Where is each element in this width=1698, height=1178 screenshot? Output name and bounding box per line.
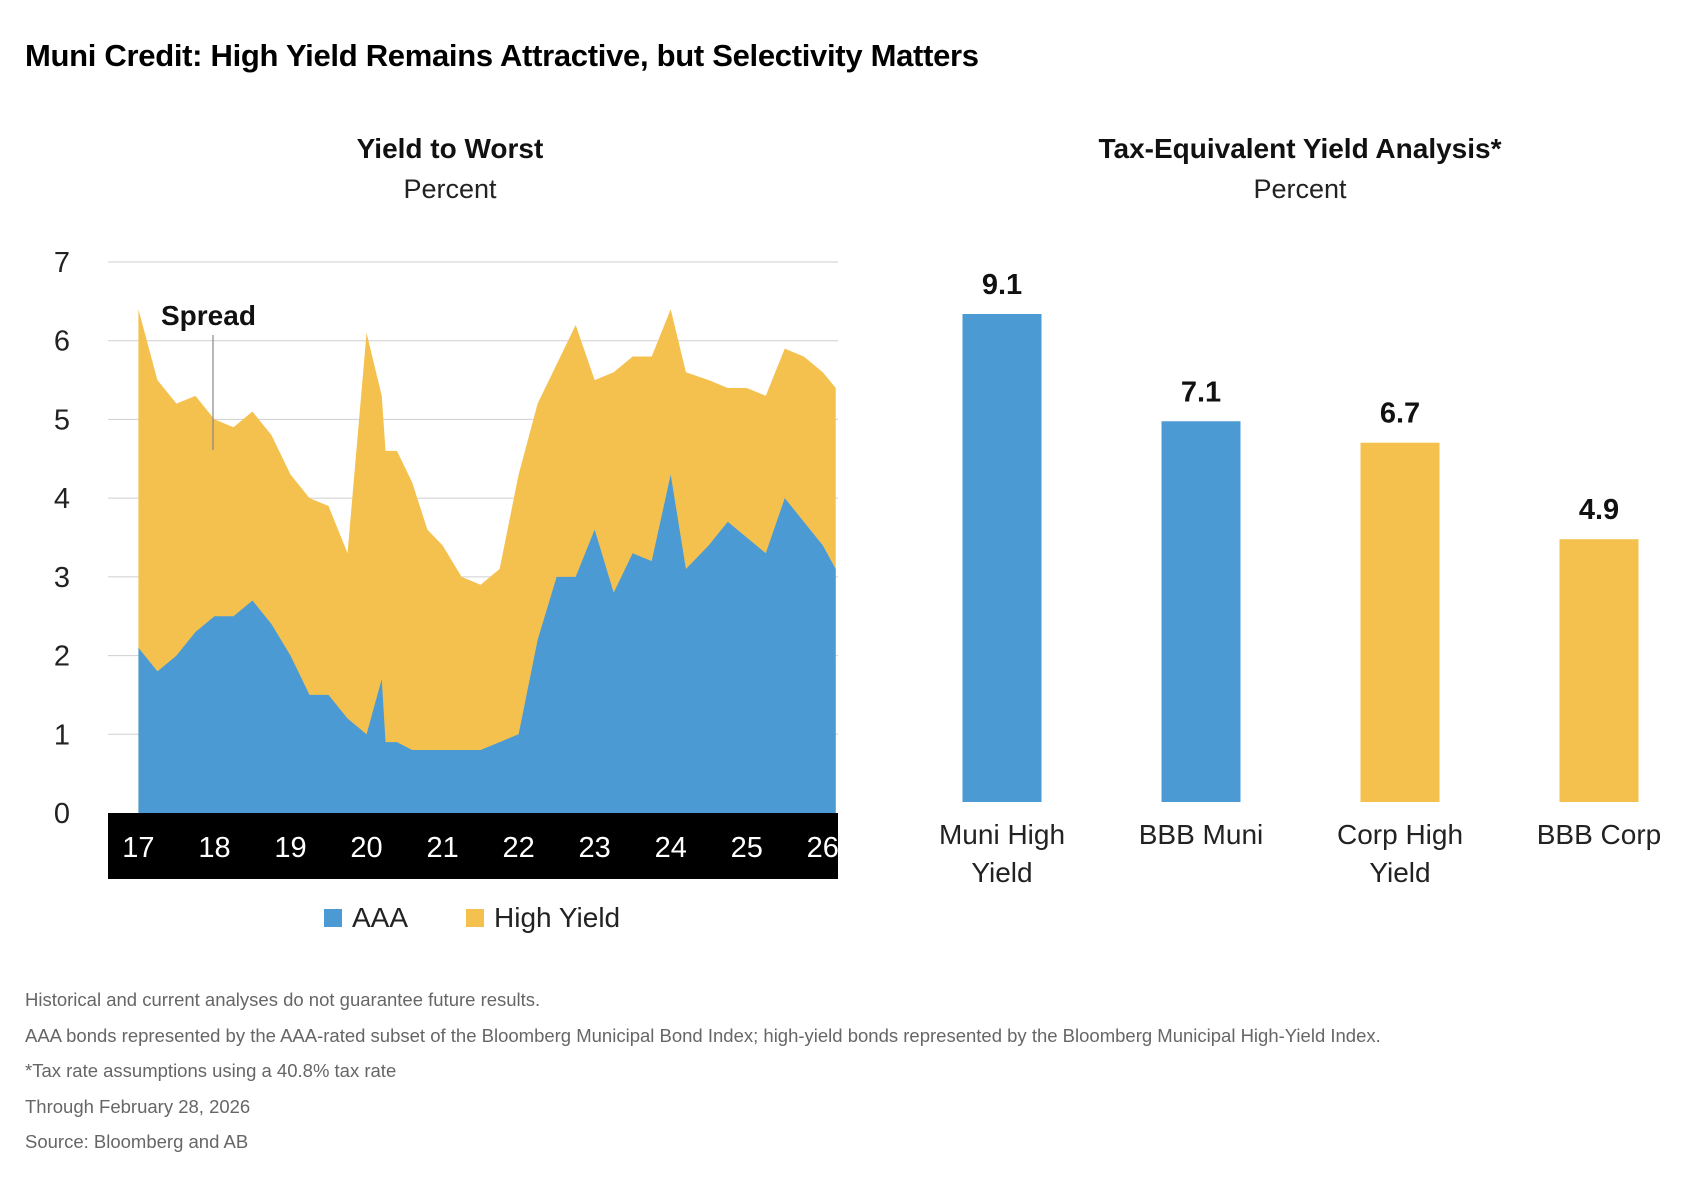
right-chart-title: Tax-Equivalent Yield Analysis* xyxy=(1098,133,1502,164)
x-tick-label: 17 xyxy=(122,832,154,864)
right-chart-subtitle: Percent xyxy=(1253,174,1347,204)
bar-category-label: Muni High xyxy=(939,819,1065,850)
bar-category-label: Yield xyxy=(971,857,1032,888)
page-title: Muni Credit: High Yield Remains Attracti… xyxy=(25,38,979,73)
left-chart-title: Yield to Worst xyxy=(356,133,544,164)
bar-category-label: BBB Corp xyxy=(1537,819,1662,850)
x-axis-band xyxy=(108,813,838,879)
y-tick-label: 3 xyxy=(54,562,70,594)
footnote-source: Source: Bloomberg and AB xyxy=(25,1131,249,1152)
bar xyxy=(1559,539,1639,802)
bar-value-label: 9.1 xyxy=(982,269,1022,301)
footnote-disclaimer: Historical and current analyses do not g… xyxy=(25,989,541,1010)
footnotes: Historical and current analyses do not g… xyxy=(25,982,1381,1160)
bar xyxy=(962,314,1042,802)
x-tick-label: 23 xyxy=(579,832,611,864)
footnote-indices: AAA bonds represented by the AAA-rated s… xyxy=(25,1024,1381,1046)
bar-category-label: BBB Muni xyxy=(1139,819,1264,850)
tax-equivalent-yield-chart: 9.1 Muni High Yield 7.1 BBB Muni 6.7 Corp High… xyxy=(939,269,1662,888)
legend: AAA High Yield xyxy=(324,902,620,934)
y-tick-label: 2 xyxy=(54,641,70,673)
x-tick-label: 22 xyxy=(502,832,534,864)
x-tick-label: 21 xyxy=(426,832,458,864)
y-tick-label: 0 xyxy=(54,798,70,830)
y-tick-label: 1 xyxy=(54,719,70,751)
bar xyxy=(1360,442,1440,802)
y-tick-label: 6 xyxy=(54,326,70,358)
legend-item-aaa: AAA xyxy=(324,902,408,934)
x-tick-label: 19 xyxy=(274,832,306,864)
bar-category-label: Yield xyxy=(1369,857,1430,888)
x-tick-label: 26 xyxy=(807,832,839,864)
bar xyxy=(1161,421,1241,802)
y-axis-ticks: 0 1 2 3 4 5 6 7 xyxy=(54,247,70,830)
bar-value-label: 6.7 xyxy=(1380,398,1420,430)
left-chart-subtitle: Percent xyxy=(403,174,497,204)
legend-label-high-yield: High Yield xyxy=(494,902,621,933)
bar-category-label: Corp High xyxy=(1337,819,1463,850)
y-tick-label: 4 xyxy=(54,483,70,515)
x-tick-label: 18 xyxy=(198,832,230,864)
x-axis-ticks: 17 18 19 20 21 22 23 24 25 26 xyxy=(122,832,839,864)
legend-swatch-high-yield xyxy=(466,909,485,927)
y-tick-label: 5 xyxy=(54,404,70,436)
bar-value-label: 4.9 xyxy=(1579,494,1619,526)
spread-annotation: Spread xyxy=(161,300,256,331)
x-tick-label: 24 xyxy=(655,832,687,864)
x-tick-label: 20 xyxy=(350,832,382,864)
footnote-date: Through February 28, 2026 xyxy=(25,1095,251,1117)
legend-label-aaa: AAA xyxy=(352,902,409,933)
footnote-tax-rate: *Tax rate assumptions using a 40.8% tax … xyxy=(25,1060,397,1081)
y-tick-label: 7 xyxy=(54,247,70,279)
bar-value-label: 7.1 xyxy=(1181,376,1221,408)
legend-item-high-yield: High Yield xyxy=(466,902,620,934)
aaa-area xyxy=(138,474,836,813)
legend-swatch-aaa xyxy=(324,909,342,927)
x-tick-label: 25 xyxy=(731,832,763,864)
